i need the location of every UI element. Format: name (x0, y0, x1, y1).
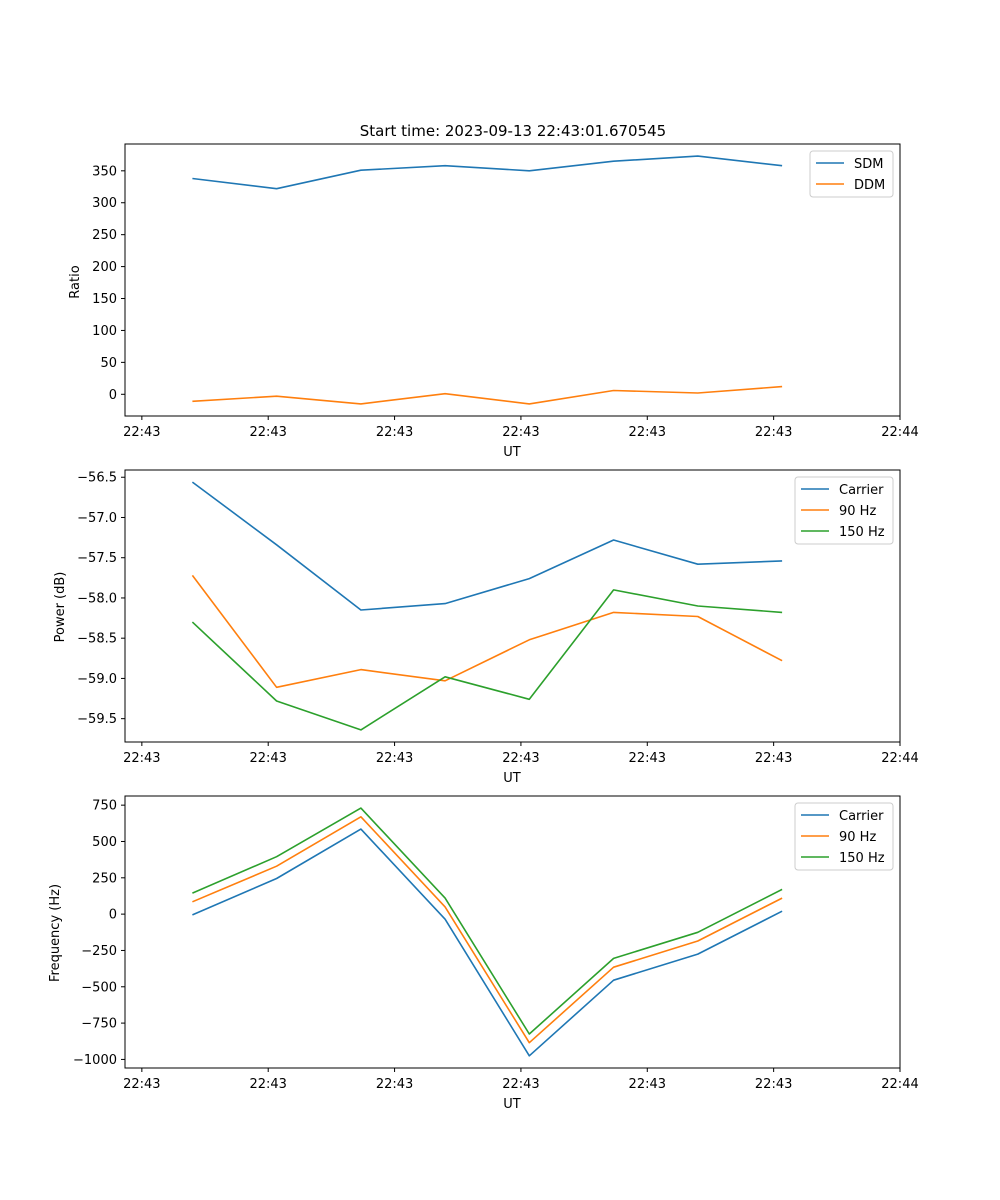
ratio-y-tick-label: 150 (92, 292, 117, 307)
power-x-tick-label: 22:43 (123, 751, 160, 766)
frequency-legend-label-90hz: 90 Hz (839, 830, 876, 845)
frequency-y-tick-label: 500 (92, 835, 117, 850)
power-y-tick-label: −58.5 (77, 632, 117, 647)
frequency-x-axis-label: UT (503, 1097, 521, 1112)
ratio-legend-label-ddm: DDM (854, 178, 885, 193)
power-y-tick-label: −59.5 (77, 712, 117, 727)
frequency-y-tick-label: −750 (81, 1017, 117, 1032)
frequency-y-tick-label: −250 (81, 944, 117, 959)
ratio-y-tick-label: 50 (100, 356, 117, 371)
power-legend-label-90hz: 90 Hz (839, 504, 876, 519)
frequency-series-90hz-line (192, 815, 783, 1044)
ratio-x-axis-label: UT (503, 445, 521, 460)
ratio-series-ddm-line (192, 385, 783, 405)
ratio-plot-frame (124, 143, 901, 417)
power-y-axis-label: Power (dB) (53, 572, 68, 643)
power-x-tick-label: 22:43 (755, 751, 792, 766)
power-legend-box (794, 476, 894, 545)
power-y-tick-label: −58.0 (77, 591, 117, 606)
frequency-x-tick-label: 22:43 (629, 1077, 666, 1092)
ratio-y-tick-label: 300 (92, 196, 117, 211)
power-plot-frame (124, 469, 901, 743)
frequency-y-tick-label: −1000 (73, 1053, 117, 1068)
ratio-legend: SDM DDM (809, 150, 894, 198)
power-series-carrier-line (191, 481, 783, 611)
power-chart: −59.5 −59.0 −58.5 −58.0 −57.5 −57.0 −56.5 22:4… (53, 469, 919, 786)
frequency-legend-label-carrier: Carrier (839, 809, 884, 824)
frequency-y-tick-label: 750 (92, 799, 117, 814)
ratio-x-tick-label: 22:43 (123, 425, 160, 440)
ratio-y-axis-label: Ratio (68, 265, 83, 298)
frequency-y-axis: −1000 −750 −500 −250 0 250 500 750 (73, 799, 125, 1068)
frequency-legend-box (794, 802, 894, 871)
power-y-tick-label: −56.5 (77, 471, 117, 486)
power-y-axis: −59.5 −59.0 −58.5 −58.0 −57.5 −57.0 −56.5 (77, 471, 125, 727)
ratio-series-sdm-line (192, 155, 783, 190)
ratio-plot-area (124, 143, 901, 417)
power-x-tick-label: 22:44 (881, 751, 918, 766)
power-legend-label-carrier: Carrier (839, 483, 884, 498)
power-x-tick-label: 22:43 (249, 751, 286, 766)
ratio-y-tick-label: 200 (92, 260, 117, 275)
frequency-x-tick-label: 22:43 (755, 1077, 792, 1092)
figure-title: Start time: 2023-09-13 22:43:01.670545 (360, 122, 666, 140)
power-series-90hz-line (191, 574, 783, 689)
frequency-plot-frame (124, 795, 901, 1069)
power-y-tick-label: −59.0 (77, 672, 117, 687)
ratio-y-tick-label: 350 (92, 164, 117, 179)
frequency-series-150hz-line (192, 807, 783, 1035)
ratio-x-tick-label: 22:43 (755, 425, 792, 440)
ratio-x-tick-label: 22:43 (376, 425, 413, 440)
frequency-x-tick-label: 22:43 (249, 1077, 286, 1092)
power-plot-area (124, 469, 901, 743)
ratio-x-tick-label: 22:43 (629, 425, 666, 440)
frequency-x-tick-label: 22:43 (376, 1077, 413, 1092)
ratio-y-axis: 0 50 100 150 200 250 300 350 (92, 164, 125, 403)
frequency-x-tick-label: 22:43 (502, 1077, 539, 1092)
frequency-y-tick-label: 0 (109, 908, 117, 923)
ratio-y-tick-label: 0 (109, 388, 117, 403)
ratio-y-tick-label: 100 (92, 324, 117, 339)
ratio-legend-label-sdm: SDM (854, 157, 883, 172)
frequency-y-tick-label: 250 (92, 871, 117, 886)
frequency-x-axis: 22:43 22:43 22:43 22:43 22:43 22:43 22:44 (123, 1068, 919, 1092)
power-legend: Carrier 90 Hz 150 Hz (794, 476, 894, 545)
frequency-legend-label-150hz: 150 Hz (839, 851, 885, 866)
ratio-y-tick-label: 250 (92, 228, 117, 243)
power-y-tick-label: −57.5 (77, 551, 117, 566)
frequency-x-tick-label: 22:44 (881, 1077, 918, 1092)
ratio-x-tick-label: 22:44 (881, 425, 918, 440)
frequency-y-axis-label: Frequency (Hz) (48, 884, 63, 982)
power-x-tick-label: 22:43 (629, 751, 666, 766)
frequency-y-tick-label: −500 (81, 980, 117, 995)
ratio-x-axis: 22:43 22:43 22:43 22:43 22:43 22:43 22:44 (123, 416, 919, 440)
power-x-tick-label: 22:43 (376, 751, 413, 766)
frequency-series-carrier-line (192, 828, 783, 1057)
frequency-legend: Carrier 90 Hz 150 Hz (794, 802, 894, 871)
ratio-x-tick-label: 22:43 (502, 425, 539, 440)
power-x-tick-label: 22:43 (502, 751, 539, 766)
frequency-plot-area (124, 795, 901, 1069)
power-y-tick-label: −57.0 (77, 511, 117, 526)
frequency-x-tick-label: 22:43 (123, 1077, 160, 1092)
ratio-x-tick-label: 22:43 (249, 425, 286, 440)
power-x-axis-label: UT (503, 771, 521, 786)
power-legend-label-150hz: 150 Hz (839, 525, 885, 540)
power-x-axis: 22:43 22:43 22:43 22:43 22:43 22:43 22:44 (123, 742, 919, 766)
power-series-150hz-line (191, 589, 783, 731)
